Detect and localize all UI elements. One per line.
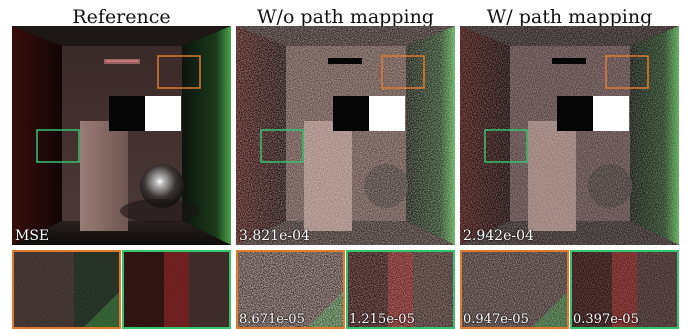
with-path-mapping-crop-green: 0.397e-05 (570, 250, 679, 329)
column-title-without-path-mapping: W/o path mapping (257, 6, 434, 28)
crop-mse-value: 8.671e-05 (239, 312, 305, 327)
crop-mse-value: 0.947e-05 (463, 312, 529, 327)
with-path-mapping-crop-orange: 0.947e-05 (460, 250, 569, 329)
column-title-with-path-mapping: W/ path mapping (486, 6, 653, 28)
reference-render: MSE (12, 26, 231, 245)
column-title-reference: Reference (72, 6, 171, 28)
crop-mse-value: 0.397e-05 (573, 312, 639, 327)
reference-crop-orange (12, 250, 121, 329)
mse-value: 3.821e-04 (239, 228, 310, 244)
crop-mse-value: 1.215e-05 (349, 312, 415, 327)
mse-value: 2.942e-04 (463, 228, 534, 244)
without-path-mapping-crop-orange: 8.671e-05 (236, 250, 345, 329)
render-with-path-mapping: 2.942e-04 (460, 26, 679, 245)
without-path-mapping-crop-green: 1.215e-05 (346, 250, 455, 329)
mse-label: MSE (15, 228, 50, 244)
reference-crop-green (122, 250, 231, 329)
render-without-path-mapping: 3.821e-04 (236, 26, 455, 245)
